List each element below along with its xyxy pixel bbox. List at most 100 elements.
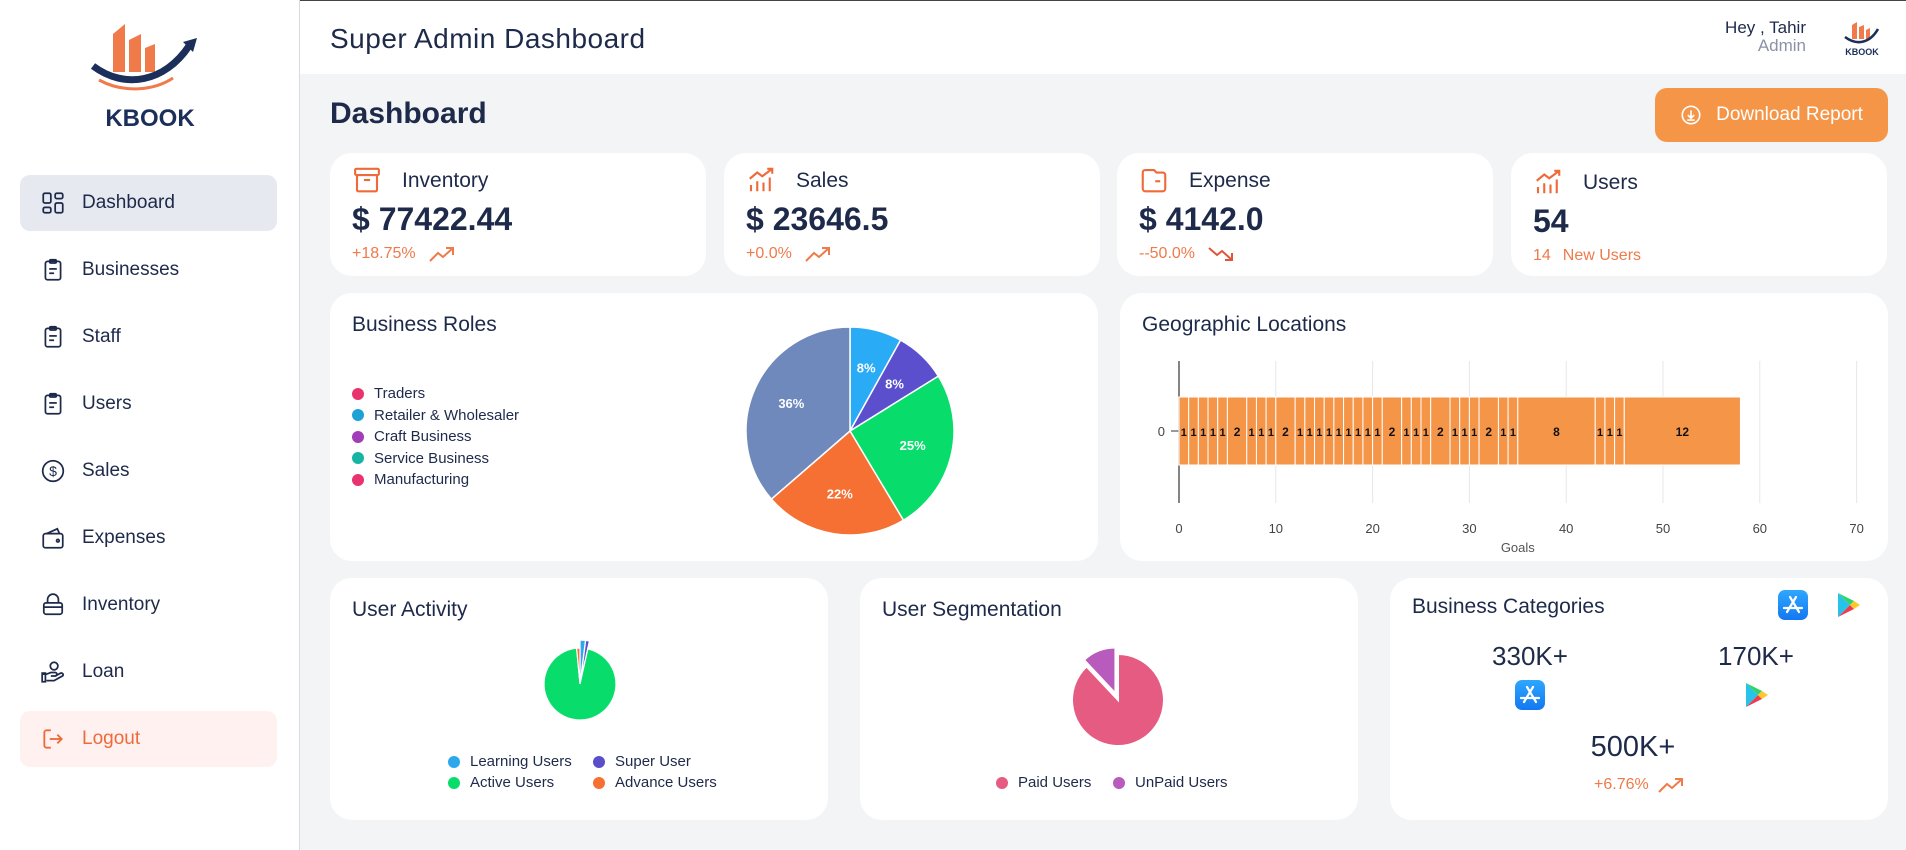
dollar-icon: $ [41,459,65,483]
legend-item[interactable]: Manufacturing [352,469,519,491]
pie-slice[interactable] [770,429,905,536]
greeting-text: Hey , Tahir [1725,18,1806,37]
sidebar: KBOOK Dashboard Businesses Staff Users $… [0,0,300,850]
expense-change-text: --50.0% [1139,245,1196,262]
user-greeting: Hey , Tahir Admin [1725,19,1806,55]
geographic-locations-card: Geographic Locations 0 10 20 30 40 50 60 70 0 1 1 1… [1120,293,1888,561]
legend-item[interactable]: Craft Business [352,426,519,448]
pie-slice[interactable] [1082,646,1117,697]
legend-label: Paid Users [1018,774,1092,791]
sidebar-item-dashboard[interactable]: Dashboard [20,175,277,231]
sidebar-item-loan[interactable]: Loan [20,644,277,700]
play-store-count: 170K+ [1718,641,1794,671]
download-report-button[interactable]: Download Report [1655,88,1888,142]
google-play-icon[interactable] [1834,591,1862,619]
legend-dot [352,409,364,422]
sales-change-text: +0.0% [746,245,792,262]
user-segmentation-legend: Paid Users UnPaid Users [996,774,1243,791]
expense-card[interactable]: Expense $ 4142.0 --50.0% [1117,153,1493,276]
legend-label: Service Business [374,449,490,467]
pie-slice[interactable] [745,326,851,501]
expense-label: Expense [1189,169,1271,192]
legend-dot [593,776,605,789]
pie-slice[interactable] [848,375,955,522]
legend-item[interactable]: Advance Users [593,774,733,791]
sidebar-item-expenses[interactable]: Expenses [20,510,277,566]
bar-value-label: 1 [1413,427,1419,439]
bar-value-label: 1 [1210,427,1216,439]
legend-item[interactable]: UnPaid Users [1113,774,1243,791]
sidebar-item-inventory[interactable]: Inventory [20,577,277,633]
sidebar-item-sales[interactable]: $ Sales [20,443,277,499]
legend-label: Super User [615,753,691,770]
user-role: Admin [1757,36,1806,55]
inventory-label: Inventory [402,169,489,192]
bar-value-label: 1 [1190,427,1196,439]
user-activity-pie[interactable] [535,632,625,722]
inventory-card[interactable]: Inventory $ 77422.44 +18.75% [330,153,706,276]
trend-up-icon [1658,778,1683,793]
bar-segment[interactable] [1517,396,1596,466]
legend-label: UnPaid Users [1135,774,1228,791]
expense-change: --50.0% [1139,245,1235,263]
categories-change: +6.76% [1594,776,1685,794]
pie-slice[interactable] [543,647,617,721]
bar-value-label: 1 [1336,427,1342,439]
sales-change: +0.0% [746,245,832,263]
user-activity-title: User Activity [352,598,468,621]
pie-slice[interactable] [575,647,581,685]
legend-item[interactable]: Learning Users [448,753,593,770]
legend-item[interactable]: Active Users [448,774,593,791]
app-store-icon[interactable] [1778,590,1808,620]
bar-value-label: 8 [1553,425,1560,439]
trend-up-icon [428,247,454,262]
bar-value-label: 1 [1500,427,1506,439]
users-value: 54 [1533,203,1569,239]
grid-icon [42,192,64,214]
x-tick-label: 70 [1849,521,1863,536]
legend-item[interactable]: Paid Users [996,774,1113,791]
logo-text: KBOOK [105,105,195,130]
google-play-icon [1746,683,1768,707]
user-segmentation-pie[interactable] [1060,642,1170,752]
sidebar-item-businesses[interactable]: Businesses [20,242,277,298]
legend-item[interactable]: Service Business [352,448,519,470]
kbook-logo[interactable]: KBOOK [85,20,215,130]
users-card[interactable]: Users 54 14 New Users [1511,153,1887,276]
bar-value-label: 1 [1452,427,1458,439]
legend-item[interactable]: Traders [352,383,519,405]
sidebar-item-label: Sales [82,460,130,481]
sidebar-item-users[interactable]: Users [20,376,277,432]
legend-item[interactable]: Super User [593,753,733,770]
clipboard-icon [44,325,62,348]
legend-label: Traders [374,385,426,403]
legend-item[interactable]: Retailer & Wholesaler [352,405,519,427]
app-store-count: 330K+ [1492,641,1568,671]
sidebar-item-logout[interactable]: Logout [20,711,277,767]
bar-value-label: 2 [1485,425,1492,439]
geographic-locations-chart[interactable]: 0 10 20 30 40 50 60 700 1 1 1 1 1 2 1 1 1 2 1 1 1 1 1 1 1 1 1 2 1 1 1 2… [1120,293,1888,561]
new-users-count: 14 [1533,247,1551,264]
sales-card[interactable]: Sales $ 23646.5 +0.0% [724,153,1100,276]
x-tick-label: 40 [1559,521,1573,536]
business-roles-pie[interactable]: 8% 8% 25% 22% 36% [735,316,965,546]
bar-value-label: 1 [1616,427,1622,439]
sales-label: Sales [796,169,849,192]
wallet-icon [42,527,64,549]
svg-text:$: $ [49,463,57,479]
clipboard-icon [44,258,62,281]
app-store-icon [1515,680,1545,710]
bar-segment[interactable] [1623,396,1741,466]
pie-slice-label: 8% [857,361,876,376]
bar-value-label: 1 [1607,427,1613,439]
sidebar-item-staff[interactable]: Staff [20,309,277,365]
bar-trend-icon [749,167,774,192]
bar-value-label: 1 [1268,427,1274,439]
bar-value-label: 1 [1597,427,1603,439]
user-segmentation-title: User Segmentation [882,598,1062,621]
profile-logo[interactable]: KBOOK [1842,19,1882,59]
business-roles-title: Business Roles [352,313,497,336]
legend-dot [1113,776,1125,789]
pie-slice-label: 36% [778,396,804,411]
pie-slice[interactable] [1071,652,1165,747]
